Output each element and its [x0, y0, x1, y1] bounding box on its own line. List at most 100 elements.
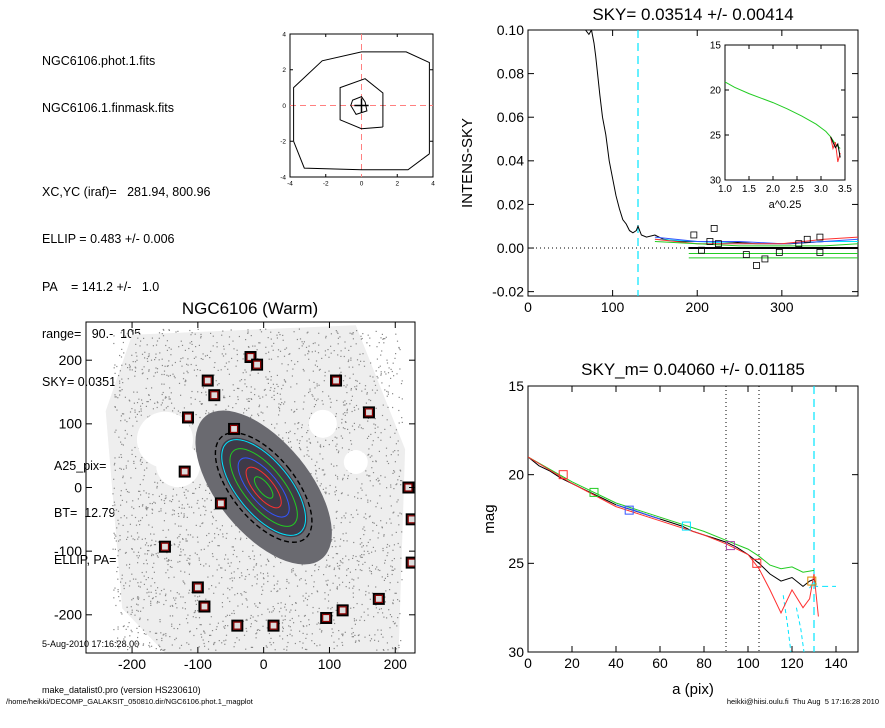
- x-tick-label: 40: [608, 655, 624, 671]
- noise-dot: [324, 533, 327, 536]
- noise-dot: [363, 365, 366, 367]
- noise-dot: [307, 450, 309, 452]
- noise-dot: [352, 338, 354, 340]
- noise-dot: [272, 484, 274, 486]
- noise-dot: [395, 484, 397, 486]
- noise-dot: [333, 647, 335, 650]
- noise-dot: [342, 644, 344, 646]
- noise-dot: [262, 577, 265, 579]
- noise-dot: [221, 497, 223, 499]
- noise-dot: [324, 592, 326, 594]
- x-tick-label: 100: [601, 299, 625, 315]
- noise-dot: [249, 617, 252, 619]
- noise-dot: [348, 559, 350, 561]
- noise-dot: [265, 394, 267, 396]
- noise-dot: [309, 417, 311, 419]
- noise-dot: [248, 449, 250, 451]
- noise-dot: [316, 623, 318, 625]
- noise-dot: [270, 376, 272, 378]
- noise-dot: [370, 571, 372, 573]
- noise-dot: [340, 435, 342, 437]
- noise-dot: [273, 575, 275, 577]
- noise-dot: [220, 567, 222, 569]
- noise-dot: [255, 605, 257, 607]
- noise-dot: [308, 619, 310, 621]
- noise-dot: [394, 432, 396, 434]
- contour-frame: [289, 33, 434, 178]
- noise-dot: [222, 593, 224, 595]
- noise-dot: [324, 375, 326, 377]
- noise-dot: [276, 337, 278, 339]
- noise-dot: [265, 564, 267, 566]
- noise-dot: [277, 580, 279, 582]
- x-tick-label: -2: [323, 181, 329, 188]
- noise-dot: [306, 332, 308, 334]
- noise-dot: [353, 620, 356, 622]
- isophote-ellipse: [214, 432, 313, 543]
- sky-box-inner: [252, 360, 262, 369]
- noise-dot: [210, 616, 212, 618]
- noise-dot: [225, 554, 227, 556]
- noise-dot: [341, 605, 343, 608]
- noise-dot: [267, 473, 269, 475]
- x-tick-label: 3.0: [814, 184, 828, 195]
- noise-dot: [365, 518, 367, 520]
- x-tick-label: 300: [770, 299, 794, 315]
- noise-dot: [338, 611, 340, 613]
- noise-dot: [374, 418, 376, 420]
- noise-dot: [256, 583, 258, 585]
- noise-dot: [213, 508, 215, 511]
- noise-dot: [261, 525, 263, 527]
- noise-dot: [245, 371, 247, 373]
- noise-dot: [242, 460, 244, 462]
- noise-dot: [345, 586, 347, 588]
- noise-dot: [276, 334, 278, 336]
- noise-dot: [399, 512, 401, 514]
- noise-dot: [353, 422, 355, 424]
- noise-dot: [247, 400, 249, 402]
- masked-region: [308, 409, 337, 438]
- info-line: ELLIP, PA= 0.462 138.8: [54, 553, 193, 568]
- profile-frame: [527, 29, 859, 297]
- noise-dot: [268, 632, 270, 635]
- noise-dot: [331, 546, 333, 548]
- noise-dot: [324, 350, 326, 352]
- noise-dot: [363, 619, 366, 622]
- noise-dot: [370, 399, 372, 402]
- noise-dot: [264, 473, 266, 475]
- noise-dot: [274, 493, 276, 495]
- x-tick-label: 140: [824, 655, 848, 671]
- noise-dot: [268, 611, 271, 613]
- noise-dot: [359, 555, 361, 557]
- noise-dot: [355, 555, 357, 558]
- sky-error-curve: [782, 595, 792, 652]
- noise-dot: [382, 636, 384, 638]
- noise-dot: [350, 389, 352, 391]
- noise-dot: [369, 480, 371, 482]
- noise-dot: [250, 646, 252, 648]
- noise-dot: [212, 410, 214, 412]
- noise-dot: [343, 474, 345, 476]
- noise-dot: [216, 342, 218, 344]
- noise-dot: [345, 403, 348, 405]
- noise-dot: [249, 558, 251, 560]
- noise-dot: [276, 471, 278, 473]
- noise-dot: [274, 539, 276, 541]
- noise-dot: [312, 370, 314, 372]
- noise-dot: [266, 627, 268, 629]
- magnitude-series-line: [528, 456, 819, 617]
- noise-dot: [282, 437, 284, 439]
- noise-dot: [322, 403, 324, 405]
- noise-dot: [308, 595, 310, 597]
- noise-dot: [386, 390, 388, 392]
- noise-dot: [345, 512, 347, 514]
- noise-dot: [254, 540, 256, 543]
- contour-line: [350, 95, 368, 115]
- noise-dot: [395, 333, 397, 335]
- noise-dot: [313, 643, 316, 645]
- noise-dot: [325, 566, 327, 568]
- noise-dot: [372, 376, 374, 378]
- noise-dot: [244, 578, 246, 580]
- sky-box-inner: [246, 352, 255, 362]
- noise-dot: [317, 569, 320, 571]
